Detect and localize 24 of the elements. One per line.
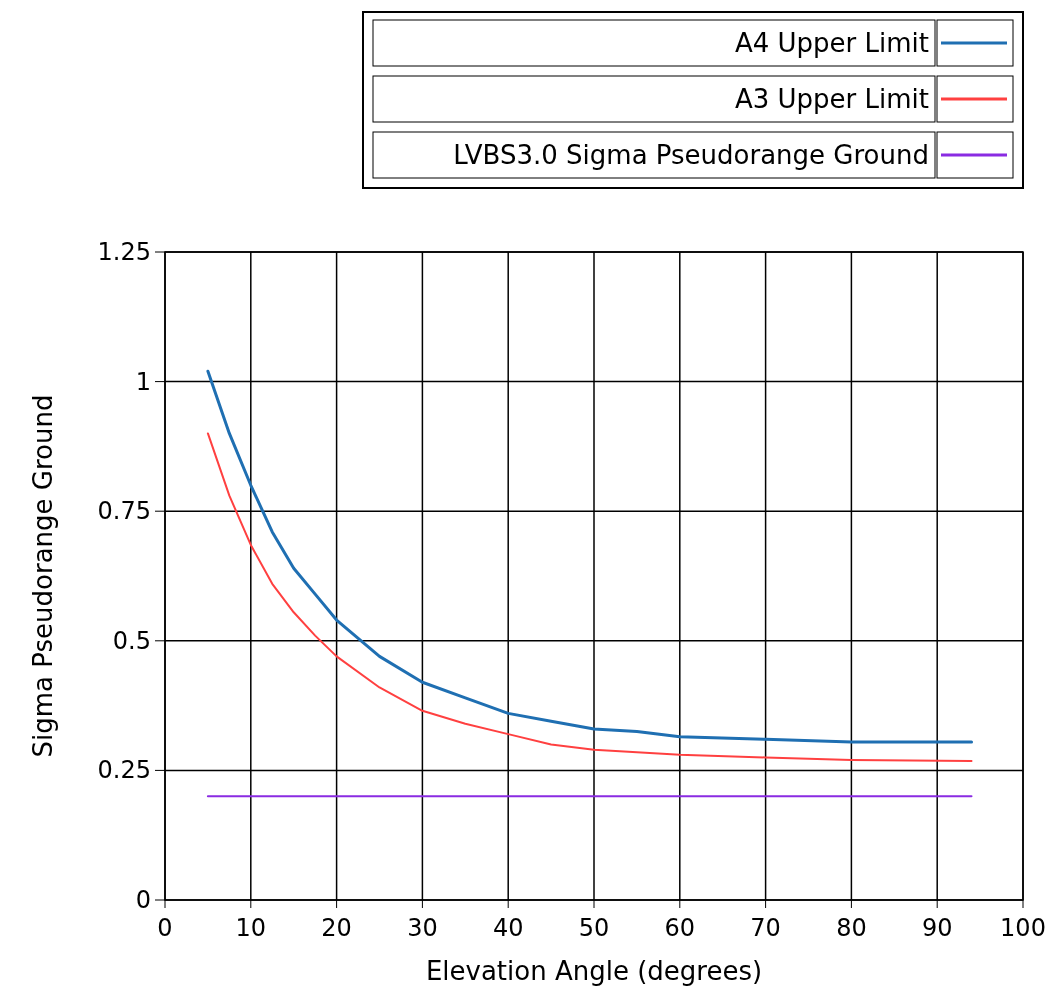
x-tick-label: 100	[1000, 914, 1046, 942]
y-tick-label: 0.5	[112, 626, 151, 655]
x-tick-label: 50	[578, 914, 610, 942]
x-tick-label: 40	[492, 914, 524, 942]
x-tick-label: 70	[750, 914, 781, 942]
y-tick-label: 1	[135, 367, 151, 396]
x-tick-label: 80	[836, 914, 867, 942]
x-tick-label: 60	[664, 914, 696, 942]
x-tick-label: 20	[321, 914, 352, 942]
y-tick-label: 0.75	[97, 497, 151, 526]
x-tick-label: 30	[407, 914, 438, 942]
x-axis-title: Elevation Angle (degrees)	[425, 956, 763, 986]
y-tick-label: 1.25	[97, 238, 151, 266]
y-tick-label: 0	[135, 886, 151, 914]
x-tick-label: 90	[921, 914, 953, 942]
legend-label: LVBS3.0 Sigma Pseudorange Ground	[453, 140, 929, 170]
legend-label: A4 Upper Limit	[734, 28, 929, 58]
y-axis-title: Sigma Pseudorange Ground	[28, 394, 58, 758]
line-series	[206, 432, 973, 763]
x-tick-label: 10	[235, 914, 267, 942]
legend-label: A3 Upper Limit	[734, 84, 929, 114]
x-tick-label: 0	[157, 914, 173, 942]
line-series	[206, 369, 974, 744]
y-tick-label: 0.25	[97, 756, 151, 785]
